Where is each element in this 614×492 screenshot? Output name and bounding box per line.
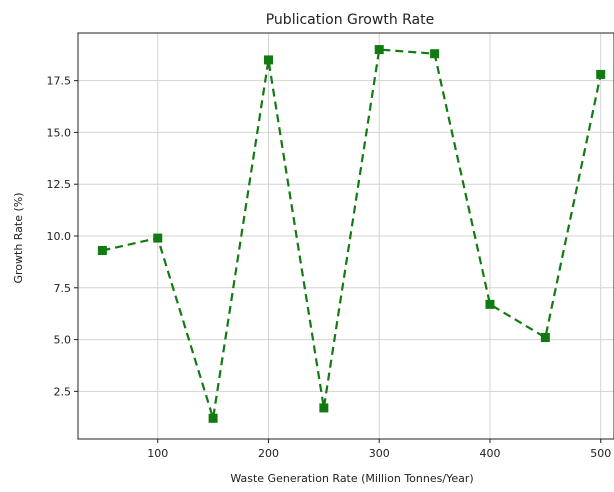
y-tick-label: 10.0	[47, 230, 72, 243]
x-tick-label: 400	[479, 447, 500, 460]
series-line	[102, 48, 602, 419]
y-tick-label: 15.0	[47, 126, 72, 139]
x-tick-label: 200	[258, 447, 279, 460]
x-tick-label: 300	[369, 447, 390, 460]
data-point	[540, 333, 550, 342]
series-group	[97, 45, 606, 423]
data-point	[430, 49, 440, 59]
chart-title: Publication Growth Rate	[266, 12, 435, 28]
data-point	[208, 413, 218, 423]
y-tick-label: 7.5	[54, 282, 72, 295]
grid	[78, 33, 614, 439]
data-point	[374, 45, 384, 55]
data-point	[153, 233, 163, 243]
data-point	[319, 403, 329, 413]
y-tick-label: 5.0	[54, 334, 72, 347]
y-axis-label: Growth Rate (%)	[12, 192, 25, 283]
y-tick-label: 12.5	[47, 178, 72, 191]
data-point	[263, 55, 273, 65]
plot-area-frame	[77, 32, 614, 440]
x-tick-label: 500	[590, 447, 611, 460]
y-tick-label: 17.5	[47, 75, 72, 88]
y-tick-label: 2.5	[54, 385, 72, 398]
axis-ticks: 100 200 300 400 500 2.5 5.0 7.5 10.0 12.5 15.0 17.5	[47, 75, 612, 460]
x-tick-label: 100	[147, 447, 168, 460]
x-axis-label: Waste Generation Rate (Million Tonnes/Ye…	[230, 472, 473, 485]
data-point	[97, 246, 107, 255]
data-point	[485, 299, 495, 309]
data-point	[596, 69, 606, 79]
